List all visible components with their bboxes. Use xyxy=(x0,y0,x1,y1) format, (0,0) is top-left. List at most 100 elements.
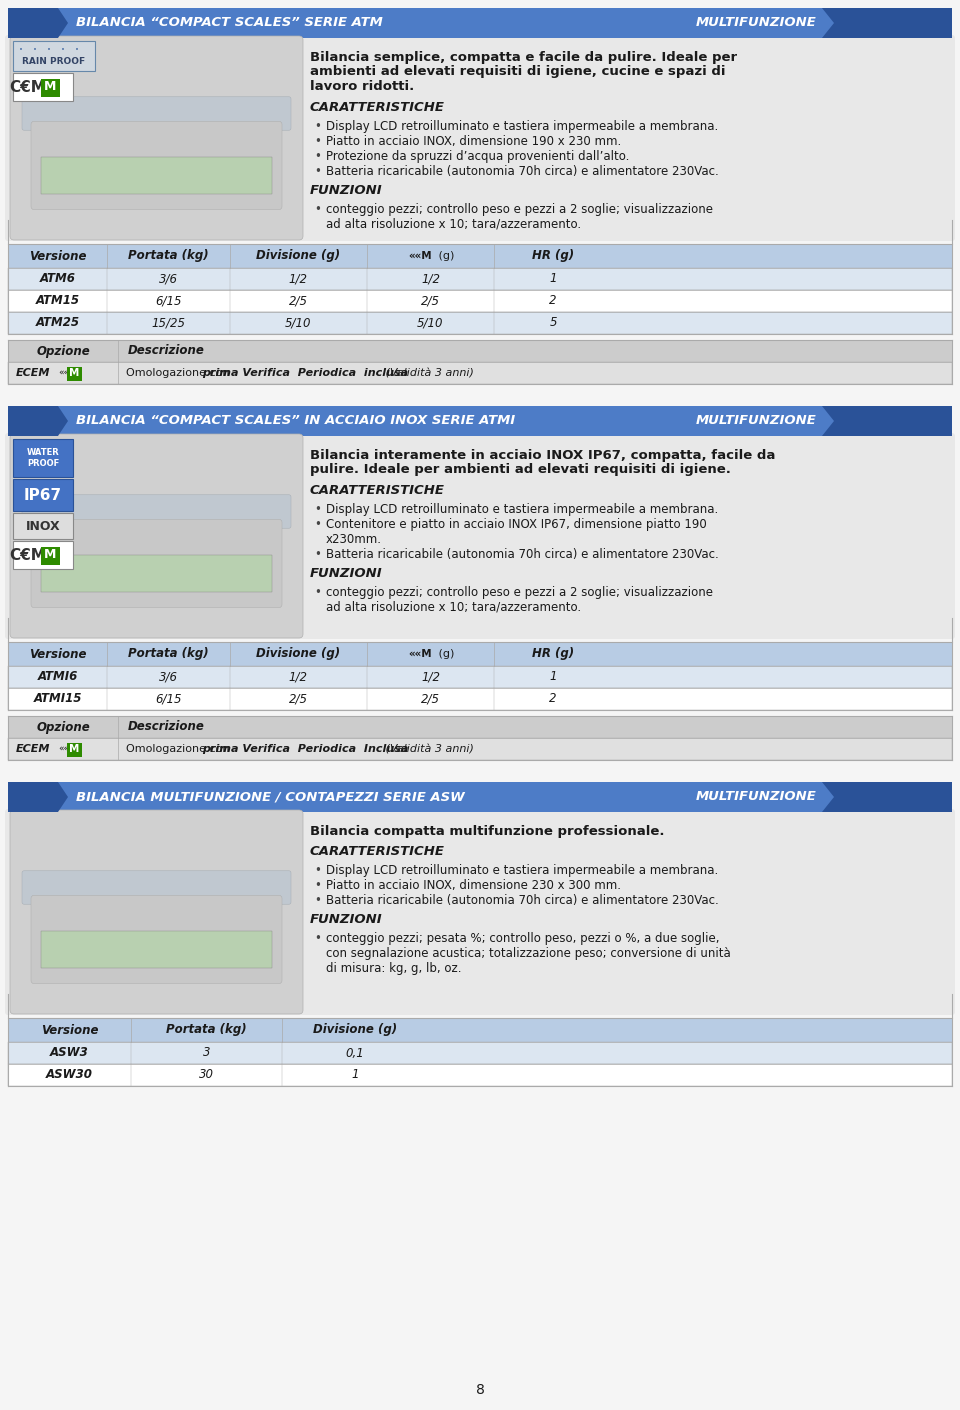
FancyBboxPatch shape xyxy=(66,367,82,381)
Text: Divisione (g): Divisione (g) xyxy=(256,250,341,262)
Text: Versione: Versione xyxy=(40,1024,98,1036)
Text: (Validità 3 anni): (Validità 3 anni) xyxy=(382,368,473,378)
Text: •: • xyxy=(314,120,321,133)
Text: 2/5: 2/5 xyxy=(289,692,308,705)
FancyBboxPatch shape xyxy=(8,666,952,688)
Text: CARATTERISTICHE: CARATTERISTICHE xyxy=(310,845,444,859)
Text: INOX: INOX xyxy=(26,519,60,533)
Text: Display LCD retroilluminato e tastiera impermeabile a membrana.: Display LCD retroilluminato e tastiera i… xyxy=(326,503,718,516)
Text: Omologazione con: Omologazione con xyxy=(126,368,233,378)
Text: Contenitore e piatto in acciaio INOX IP67, dimensione piatto 190: Contenitore e piatto in acciaio INOX IP6… xyxy=(326,517,707,530)
Text: Display LCD retroilluminato e tastiera impermeabile a membrana.: Display LCD retroilluminato e tastiera i… xyxy=(326,120,718,133)
Text: M: M xyxy=(69,744,79,754)
Text: ATM6: ATM6 xyxy=(39,272,76,285)
Text: 3/6: 3/6 xyxy=(159,671,178,684)
Text: ad alta risoluzione x 10; tara/azzeramento.: ad alta risoluzione x 10; tara/azzeramen… xyxy=(326,601,581,613)
Text: ASW3: ASW3 xyxy=(50,1046,88,1059)
FancyBboxPatch shape xyxy=(8,312,952,334)
FancyBboxPatch shape xyxy=(8,290,952,312)
Text: ««: «« xyxy=(58,368,69,378)
Text: ATM25: ATM25 xyxy=(36,316,80,330)
Text: conteggio pezzi; pesata %; controllo peso, pezzi o %, a due soglie,: conteggio pezzi; pesata %; controllo pes… xyxy=(326,932,719,945)
Text: (g): (g) xyxy=(435,649,454,658)
Text: Portata (kg): Portata (kg) xyxy=(129,250,208,262)
Text: Batteria ricaricabile (autonomia 70h circa) e alimentatore 230Vac.: Batteria ricaricabile (autonomia 70h cir… xyxy=(326,165,719,178)
Text: lavoro ridotti.: lavoro ridotti. xyxy=(310,80,415,93)
FancyBboxPatch shape xyxy=(40,79,60,96)
Polygon shape xyxy=(822,406,952,436)
Text: C€M: C€M xyxy=(10,79,46,94)
Text: ««: «« xyxy=(58,744,69,753)
Text: M: M xyxy=(69,368,79,378)
FancyBboxPatch shape xyxy=(8,716,952,737)
Text: •: • xyxy=(314,203,321,216)
FancyBboxPatch shape xyxy=(8,244,952,268)
FancyBboxPatch shape xyxy=(31,895,282,984)
Text: •: • xyxy=(314,932,321,945)
FancyBboxPatch shape xyxy=(66,743,82,757)
FancyBboxPatch shape xyxy=(5,35,955,241)
Text: conteggio pezzi; controllo peso e pezzi a 2 soglie; visualizzazione: conteggio pezzi; controllo peso e pezzi … xyxy=(326,585,713,599)
Text: •: • xyxy=(314,135,321,148)
Text: ATM15: ATM15 xyxy=(36,295,80,307)
Text: MULTIFUNZIONE: MULTIFUNZIONE xyxy=(695,17,816,30)
Text: Omologazione con: Omologazione con xyxy=(126,744,233,754)
Text: CARATTERISTICHE: CARATTERISTICHE xyxy=(310,484,444,498)
Text: ATMI6: ATMI6 xyxy=(37,671,78,684)
Text: FUNZIONI: FUNZIONI xyxy=(310,914,383,926)
Text: Batteria ricaricabile (autonomia 70h circa) e alimentatore 230Vac.: Batteria ricaricabile (autonomia 70h cir… xyxy=(326,547,719,561)
Polygon shape xyxy=(8,783,68,812)
Text: •: • xyxy=(314,517,321,530)
Text: Descrizione: Descrizione xyxy=(128,721,204,733)
FancyBboxPatch shape xyxy=(8,8,952,38)
Text: 5: 5 xyxy=(549,316,557,330)
Text: Versione: Versione xyxy=(29,647,86,660)
Text: con segnalazione acustica; totalizzazione peso; conversione di unità: con segnalazione acustica; totalizzazion… xyxy=(326,946,731,960)
Text: HR (g): HR (g) xyxy=(532,647,574,660)
Text: M: M xyxy=(44,548,57,561)
Text: M: M xyxy=(44,80,57,93)
FancyBboxPatch shape xyxy=(8,340,952,362)
Text: IP67: IP67 xyxy=(24,488,62,502)
FancyBboxPatch shape xyxy=(41,931,272,967)
Text: 1/2: 1/2 xyxy=(420,671,440,684)
Text: prima Verifica  Periodica  inclusa: prima Verifica Periodica inclusa xyxy=(202,368,408,378)
Text: 1/2: 1/2 xyxy=(420,272,440,285)
Text: ad alta risoluzione x 10; tara/azzeramento.: ad alta risoluzione x 10; tara/azzeramen… xyxy=(326,217,581,231)
FancyBboxPatch shape xyxy=(5,433,955,639)
FancyBboxPatch shape xyxy=(13,513,73,539)
FancyBboxPatch shape xyxy=(13,541,73,570)
FancyBboxPatch shape xyxy=(10,809,303,1014)
Text: 1: 1 xyxy=(549,272,557,285)
Text: C€M: C€M xyxy=(10,547,46,563)
Text: BILANCIA “COMPACT SCALES” IN ACCIAIO INOX SERIE ATMI: BILANCIA “COMPACT SCALES” IN ACCIAIO INO… xyxy=(76,415,516,427)
Text: ECEM: ECEM xyxy=(16,368,51,378)
FancyBboxPatch shape xyxy=(8,362,952,384)
Polygon shape xyxy=(822,783,952,812)
Text: pulire. Ideale per ambienti ad elevati requisiti di igiene.: pulire. Ideale per ambienti ad elevati r… xyxy=(310,464,731,477)
Text: ««M: ««M xyxy=(409,649,432,658)
Text: •: • xyxy=(61,47,65,54)
FancyBboxPatch shape xyxy=(31,519,282,608)
Text: •: • xyxy=(314,864,321,877)
Text: WATER
PROOF: WATER PROOF xyxy=(27,448,60,468)
FancyBboxPatch shape xyxy=(13,41,95,70)
Text: Bilancia semplice, compatta e facile da pulire. Ideale per: Bilancia semplice, compatta e facile da … xyxy=(310,51,737,63)
Text: 6/15: 6/15 xyxy=(156,295,181,307)
Text: Opzione: Opzione xyxy=(36,721,90,733)
FancyBboxPatch shape xyxy=(13,73,73,102)
Text: 2/5: 2/5 xyxy=(420,295,440,307)
Text: 2: 2 xyxy=(549,295,557,307)
FancyBboxPatch shape xyxy=(8,1018,952,1042)
Text: di misura: kg, g, lb, oz.: di misura: kg, g, lb, oz. xyxy=(326,962,462,974)
Text: RAIN PROOF: RAIN PROOF xyxy=(22,58,85,66)
FancyBboxPatch shape xyxy=(41,554,272,592)
Text: •: • xyxy=(75,47,79,54)
Text: •: • xyxy=(314,894,321,907)
Text: Protezione da spruzzi d’acqua provenienti dall’alto.: Protezione da spruzzi d’acqua provenient… xyxy=(326,149,630,162)
Text: 5/10: 5/10 xyxy=(418,316,444,330)
Text: 30: 30 xyxy=(199,1069,214,1081)
Text: Piatto in acciaio INOX, dimensione 230 x 300 mm.: Piatto in acciaio INOX, dimensione 230 x… xyxy=(326,878,621,891)
FancyBboxPatch shape xyxy=(22,97,291,130)
Text: 2/5: 2/5 xyxy=(289,295,308,307)
